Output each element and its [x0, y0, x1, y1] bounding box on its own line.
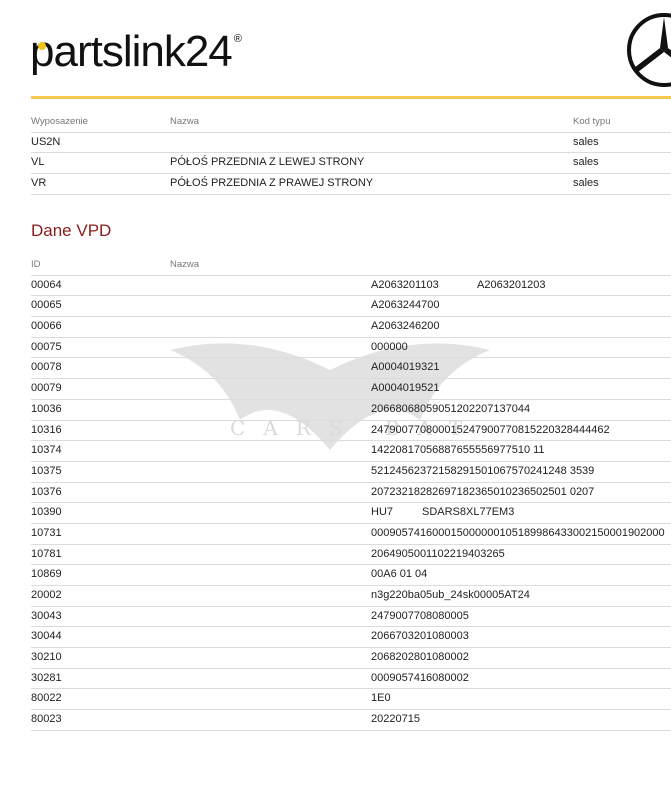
table-row: 20002 n3g220ba05ub_24sk00005AT24	[31, 586, 671, 607]
vpd-id: 30281	[31, 671, 62, 684]
vpd-id: 10390	[31, 506, 62, 519]
table-row: 80022 1E0	[31, 689, 671, 711]
vpd-id: 00065	[31, 299, 62, 312]
vpd-id: 10316	[31, 423, 62, 436]
vpd-id: 10375	[31, 464, 62, 477]
section-title-vpd: Dane VPD	[31, 221, 112, 240]
vpd-value: A2063201203	[477, 278, 546, 291]
table-row: 10869 00A6 01 04	[31, 565, 671, 586]
table-row: 10316 24790077080001524790077081522032844…	[31, 421, 671, 442]
table-row: 10781 2064905001102219403265	[31, 545, 671, 566]
equipment-type: sales	[573, 177, 599, 190]
vpd-value: 1E0	[371, 692, 391, 705]
table-row: 00075 000000	[31, 338, 671, 359]
vpd-id: 00078	[31, 361, 62, 374]
equipment-code: VL	[31, 156, 45, 169]
table-row: 30210 2068202801080002	[31, 648, 671, 669]
column-header: Kod typu	[573, 116, 611, 127]
table-row: 10731 00090574160001500000010518998643300…	[31, 524, 671, 545]
vpd-value: 2066703201080003	[371, 630, 469, 643]
vpd-value: HU7	[371, 506, 394, 519]
table-row: 00064 A2063201103 A2063201203	[31, 276, 671, 297]
vpd-value: n3g220ba05ub_24sk00005AT24	[371, 589, 530, 601]
vpd-value: 2068202801080002	[371, 651, 469, 664]
column-header: Nazwa	[170, 116, 200, 127]
vpd-id: 10376	[31, 485, 62, 498]
vpd-value: 52124562372158291501067570241248 3539	[371, 464, 595, 477]
equipment-name: PÓŁOŚ PRZEDNIA Z PRAWEJ STRONY	[170, 177, 374, 190]
vpd-value: 00A6 01 04	[371, 568, 428, 581]
vpd-id: 10374	[31, 444, 62, 457]
vpd-id: 30210	[31, 651, 62, 664]
vpd-id: 30044	[31, 630, 62, 643]
equipment-code: VR	[31, 177, 47, 190]
vpd-value: 2064905001102219403265	[371, 547, 505, 560]
equipment-code: US2N	[31, 135, 61, 148]
vpd-value: 0009057416080002	[371, 671, 469, 684]
table-row: 10374 14220817056887655556977510 11	[31, 441, 671, 462]
equipment-type: sales	[573, 156, 599, 169]
mercedes-star-logo	[627, 13, 671, 87]
vpd-id: 00064	[31, 278, 62, 291]
table-row: 00066 A2063246200	[31, 317, 671, 338]
vpd-id: 10731	[31, 526, 62, 539]
vpd-id: 80023	[31, 713, 62, 726]
vpd-id: 10781	[31, 547, 62, 560]
table-row: VR PÓŁOŚ PRZEDNIA Z PRAWEJ STRONY sales	[31, 174, 671, 195]
equipment-type: sales	[573, 135, 599, 148]
table-header: ID Nazwa	[31, 255, 671, 276]
table-row: 80023 20220715	[31, 710, 671, 731]
vpd-value: 20723218282697182365010236502501 0207	[371, 485, 595, 498]
table-row: 10390 HU7 SDARS8XL77EM3	[31, 503, 671, 524]
table-row: 10375 52124562372158291501067570241248 35…	[31, 462, 671, 483]
table-row: 00079 A0004019521	[31, 379, 671, 400]
equipment-table: Wyposazenie Nazwa Kod typu US2N sales VL PÓŁOŚ…	[31, 112, 671, 195]
vpd-id: 10869	[31, 568, 62, 581]
vpd-value: A0004019321	[371, 361, 440, 374]
vpd-id: 10036	[31, 402, 62, 415]
table-row: 00078 A0004019321	[31, 358, 671, 380]
column-header: Wyposazenie	[31, 116, 88, 127]
vpd-value: SDARS8XL77EM3	[422, 506, 515, 519]
table-row: 30043 2479007708080005	[31, 607, 671, 628]
vpd-id: 30043	[31, 609, 62, 622]
vpd-value: 20668068059051202207137044	[371, 402, 531, 415]
partslink24-logo: partslink24 ®	[30, 27, 242, 76]
vpd-value: A0004019521	[371, 382, 440, 395]
table-row: 30281 0009057416080002	[31, 669, 671, 690]
vpd-value: A2063244700	[371, 299, 440, 312]
vpd-id: 00075	[31, 340, 62, 353]
table-row: 10036 20668068059051202207137044	[31, 400, 671, 421]
header-divider	[31, 96, 671, 99]
vpd-value: 000000	[371, 340, 408, 353]
vpd-value: A2063201103	[371, 278, 439, 291]
table-row: 00065 A2063244700	[31, 296, 671, 318]
equipment-name: PÓŁOŚ PRZEDNIA Z LEWEJ STRONY	[170, 156, 365, 169]
table-row: 10376 20723218282697182365010236502501 02…	[31, 483, 671, 504]
vpd-id: 00066	[31, 320, 62, 333]
vpd-value: 0009057416000150000001051899864330021500…	[371, 526, 665, 539]
column-header: Nazwa	[170, 259, 200, 270]
vpd-value: 247900770800015247900770815220328444462	[371, 423, 610, 436]
column-header: ID	[31, 259, 41, 270]
vpd-value: 14220817056887655556977510 11	[371, 444, 545, 457]
vpd-value: A2063246200	[371, 320, 440, 333]
table-row: 30044 2066703201080003	[31, 627, 671, 649]
vpd-id: 20002	[31, 589, 62, 601]
vpd-id: 80022	[31, 692, 62, 705]
table-header: Wyposazenie Nazwa Kod typu	[31, 112, 671, 133]
vpd-table: ID Nazwa 00064 A2063201103 A2063201203 00065 A…	[31, 255, 671, 731]
vpd-id: 00079	[31, 382, 62, 395]
vpd-value: 20220715	[371, 713, 420, 726]
vpd-value: 2479007708080005	[371, 609, 469, 622]
table-row: US2N sales	[31, 133, 671, 154]
table-row: VL PÓŁOŚ PRZEDNIA Z LEWEJ STRONY sales	[31, 153, 671, 175]
